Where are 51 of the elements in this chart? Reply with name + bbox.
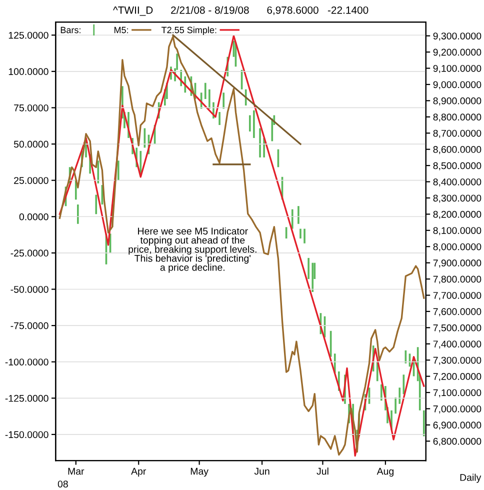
y2-tick-label: 7,100.0000 [433, 389, 482, 398]
y2-tick-label: 8,200.0000 [433, 210, 482, 219]
y-tick-label: -150.0000 [5, 431, 48, 438]
y2-tick-label: 6,900.0000 [433, 422, 482, 430]
legend-label: M5: [114, 26, 128, 34]
y2-tick-label: 7,200.0000 [433, 373, 482, 382]
y-tick-label: -100.0000 [5, 358, 48, 366]
y-tick-label: 100.0000 [8, 68, 48, 76]
y-tick-label: 125.0000 [8, 32, 48, 39]
y2-tick-label: 7,700.0000 [433, 292, 482, 300]
y2-tick-label: 8,500.0000 [433, 162, 482, 170]
y2-tick-label: 9,300.0000 [433, 32, 482, 41]
legend-label: Bars: [60, 26, 80, 34]
y2-tick-label: 8,100.0000 [433, 227, 482, 236]
y-tick-label: 25.0000 [14, 177, 48, 184]
y2-tick-label: 8,800.0000 [433, 114, 482, 122]
y-tick-label: 75.0000 [14, 104, 48, 112]
y2-tick-label: 7,500.0000 [433, 324, 482, 332]
y2-tick-label: 8,300.0000 [433, 194, 482, 203]
y-tick-label: 50.0000 [14, 140, 48, 148]
x-tick-label: Apr [131, 468, 146, 477]
y2-tick-label: 8,700.0000 [433, 130, 482, 138]
y-tick-label: 0.0000 [19, 213, 48, 220]
x-tick-label: Jul [316, 468, 328, 475]
y2-tick-label: 9,000.0000 [433, 81, 482, 90]
y-tick-label: -25.0000 [10, 250, 48, 257]
y2-tick-label: 9,200.0000 [433, 48, 482, 57]
chart-title: ^TWII_D 2/21/08 - 8/19/08 6,978.6000 -22.1400 [113, 6, 368, 16]
y2-tick-label: 7,600.0000 [433, 308, 482, 316]
y2-tick-label: 8,600.0000 [433, 146, 482, 154]
y2-tick-label: 8,900.0000 [433, 97, 482, 106]
y2-tick-label: 7,800.0000 [433, 276, 482, 284]
y2-tick-label: 6,800.0000 [433, 438, 482, 446]
y2-tick-label: 7,300.0000 [433, 356, 482, 365]
y2-tick-label: 8,000.0000 [433, 243, 482, 252]
text: Daily [460, 474, 482, 483]
y-tick-label: -75.0000 [10, 322, 48, 330]
y2-tick-label: 7,400.0000 [433, 340, 482, 349]
x-tick-label: Mar [68, 468, 84, 475]
y-tick-label: -50.0000 [10, 286, 48, 293]
x-tick-label: May [190, 468, 208, 477]
x-tick-label: Aug [376, 468, 394, 477]
text: 08 [58, 480, 68, 488]
y-tick-label: -125.0000 [5, 394, 48, 402]
y2-tick-label: 7,000.0000 [433, 405, 482, 414]
y2-tick-label: 8,400.0000 [433, 178, 482, 187]
x-tick-label: Jun [254, 468, 270, 475]
legend-label: T2.55 Simple: [161, 26, 216, 35]
y2-tick-label: 9,100.0000 [433, 64, 482, 74]
annotation: Here we see M5 Indicator topping out ahead of the price, breaking support levels. This behavior is 'predicting' a price decline. [128, 227, 256, 273]
y2-tick-label: 7,900.0000 [433, 260, 482, 268]
